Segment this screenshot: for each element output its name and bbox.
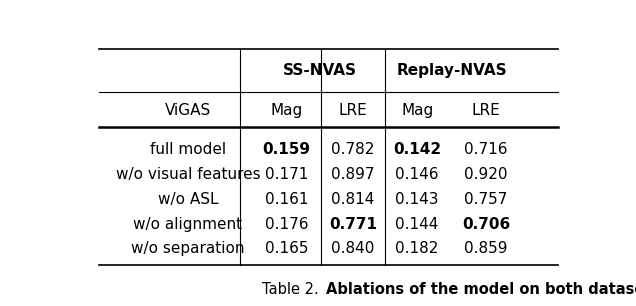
Text: 0.161: 0.161 <box>265 192 308 207</box>
Text: 0.171: 0.171 <box>265 167 308 182</box>
Text: 0.920: 0.920 <box>464 167 508 182</box>
Text: 0.840: 0.840 <box>331 241 375 256</box>
Text: 0.165: 0.165 <box>265 241 308 256</box>
Text: 0.782: 0.782 <box>331 142 375 157</box>
Text: LRE: LRE <box>339 103 368 118</box>
Text: full model: full model <box>150 142 226 157</box>
Text: Mag: Mag <box>270 103 303 118</box>
Text: 0.757: 0.757 <box>464 192 508 207</box>
Text: 0.159: 0.159 <box>263 142 310 157</box>
Text: Table 2.: Table 2. <box>262 282 326 297</box>
Text: 0.897: 0.897 <box>331 167 375 182</box>
Text: Mag: Mag <box>401 103 433 118</box>
Text: 0.176: 0.176 <box>265 217 308 232</box>
Text: ViGAS: ViGAS <box>165 103 211 118</box>
Text: 0.771: 0.771 <box>329 217 377 232</box>
Text: Replay-NVAS: Replay-NVAS <box>396 63 507 78</box>
Text: 0.143: 0.143 <box>396 192 439 207</box>
Text: 0.706: 0.706 <box>462 217 510 232</box>
Text: Ablations of the model on both datasets.: Ablations of the model on both datasets. <box>326 282 636 297</box>
Text: 0.182: 0.182 <box>396 241 439 256</box>
Text: 0.142: 0.142 <box>393 142 441 157</box>
Text: SS-NVAS: SS-NVAS <box>283 63 357 78</box>
Text: LRE: LRE <box>472 103 501 118</box>
Text: 0.146: 0.146 <box>396 167 439 182</box>
Text: 0.144: 0.144 <box>396 217 439 232</box>
Text: 0.814: 0.814 <box>331 192 375 207</box>
Text: w/o visual features: w/o visual features <box>116 167 260 182</box>
Text: w/o alignment: w/o alignment <box>134 217 242 232</box>
Text: 0.859: 0.859 <box>464 241 508 256</box>
Text: 0.716: 0.716 <box>464 142 508 157</box>
Text: w/o ASL: w/o ASL <box>158 192 218 207</box>
Text: w/o separation: w/o separation <box>131 241 245 256</box>
